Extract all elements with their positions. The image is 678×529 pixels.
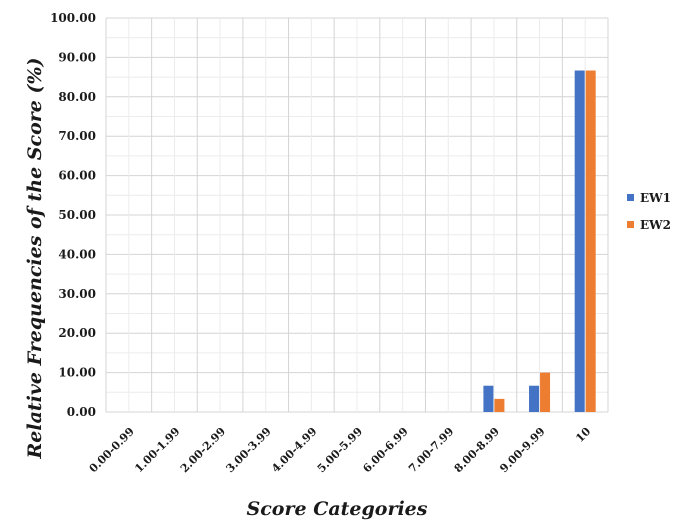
y-tick-label: 10.00 xyxy=(58,366,96,380)
x-tick-label: 8.00-8.99 xyxy=(452,425,502,475)
y-tick-label: 0.00 xyxy=(67,405,96,419)
legend-label-ew1: EW1 xyxy=(640,191,671,205)
bar-ew1-8 xyxy=(483,385,494,412)
x-tick-label: 5.00-5.99 xyxy=(315,425,365,475)
y-tick-label: 90.00 xyxy=(58,50,96,64)
bar-ew1-9 xyxy=(529,385,540,412)
x-axis-title: Score Categories xyxy=(247,498,428,520)
y-tick-label: 40.00 xyxy=(58,247,96,261)
x-tick-label: 1.00-1.99 xyxy=(132,425,182,475)
y-tick-label: 80.00 xyxy=(58,90,96,104)
x-tick-label: 0.00-0.99 xyxy=(87,425,137,475)
x-tick-labels: 0.00-0.991.00-1.992.00-2.993.00-3.994.00… xyxy=(87,425,594,476)
x-tick-label: 3.00-3.99 xyxy=(224,425,274,475)
y-tick-label: 30.00 xyxy=(58,287,96,301)
y-tick-labels: 0.00 10.00 20.00 30.00 40.00 50.00 60.00 70.00 8… xyxy=(50,11,96,419)
x-tick-label: 9.00-9.99 xyxy=(497,425,547,475)
y-tick-label: 60.00 xyxy=(58,169,96,183)
legend-swatch-ew2 xyxy=(627,221,634,228)
bar-ew1-10 xyxy=(574,70,585,412)
y-tick-label: 50.00 xyxy=(58,208,96,222)
legend-swatch-ew1 xyxy=(627,194,634,201)
bar-ew2-8 xyxy=(494,398,505,412)
bar-ew2-9 xyxy=(540,372,551,412)
x-tick-label: 10 xyxy=(573,425,593,445)
x-tick-label: 7.00-7.99 xyxy=(406,425,456,475)
bar-ew2-10 xyxy=(585,70,596,412)
legend-label-ew2: EW2 xyxy=(640,218,671,232)
legend: EW1 EW2 xyxy=(627,191,671,232)
y-axis-title: Relative Frequencies of the Score (%) xyxy=(24,57,46,459)
x-tick-label: 4.00-4.99 xyxy=(269,425,319,475)
x-tick-label: 6.00-6.99 xyxy=(360,425,410,475)
y-tick-label: 20.00 xyxy=(58,326,96,340)
x-tick-label: 2.00-2.99 xyxy=(178,425,228,475)
y-tick-label: 100.00 xyxy=(50,11,96,25)
bars xyxy=(483,70,596,412)
gridlines xyxy=(105,17,609,413)
y-tick-label: 70.00 xyxy=(58,129,96,143)
